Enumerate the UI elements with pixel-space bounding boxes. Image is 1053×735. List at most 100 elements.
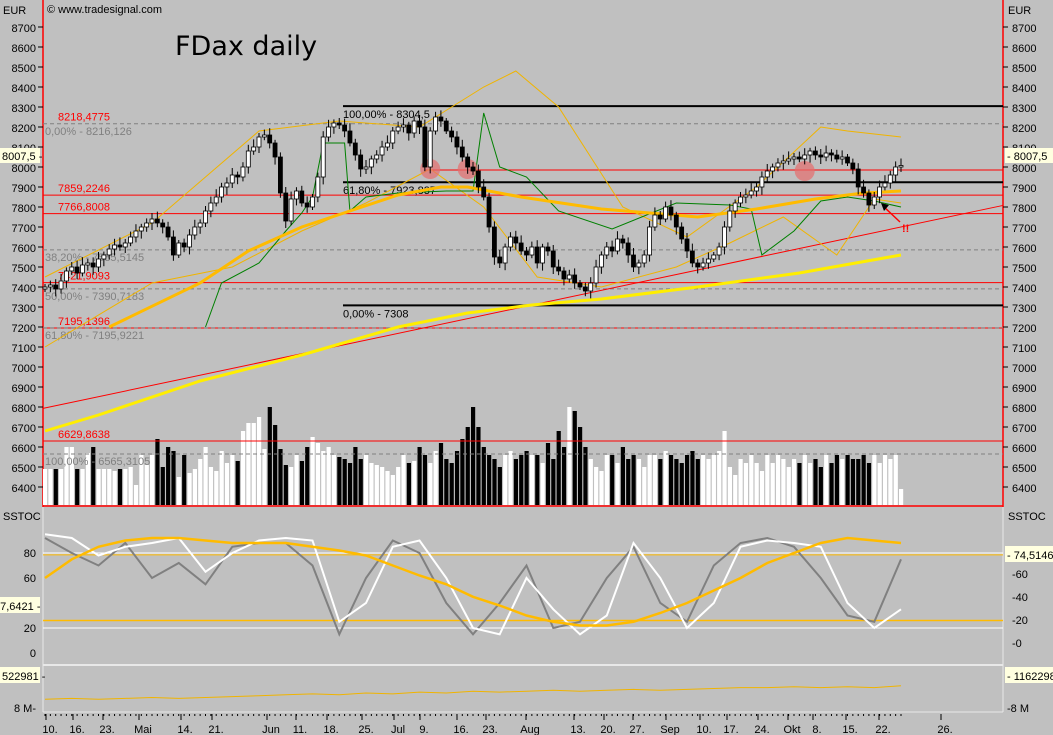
volume-bar: [679, 463, 684, 505]
volume-bar: [166, 447, 171, 505]
y-tick-label-right: 7600: [1012, 243, 1036, 255]
volume-bar: [182, 455, 187, 505]
x-tick-label: Jun: [262, 724, 280, 735]
volume-bar: [695, 459, 700, 505]
candle-body: [117, 244, 123, 248]
candle-body: [336, 122, 342, 126]
candle-body: [101, 254, 107, 260]
stoch-value-right: - 74,5146: [1007, 550, 1053, 562]
volume-bar: [59, 469, 64, 505]
annotation-text: !!: [902, 223, 909, 235]
y-tick-label-right: 8400: [1012, 83, 1036, 95]
candle-body: [791, 156, 797, 160]
bollinger-band: [44, 70, 902, 278]
candle-body: [235, 174, 241, 178]
candle-body: [641, 254, 647, 264]
candle-body: [181, 242, 187, 248]
candle-body: [887, 174, 893, 184]
x-tick-label: 22.: [875, 724, 890, 735]
candle-body: [411, 120, 417, 134]
y-tick-label-right: 7700: [1012, 223, 1036, 235]
volume-bar: [829, 463, 834, 505]
volume-bar: [861, 455, 866, 505]
candle-body: [352, 142, 358, 156]
y-tick-label-left: 7000: [12, 363, 36, 375]
x-tick-label: Mai: [134, 724, 152, 735]
candle-body: [855, 168, 861, 188]
volume-bar: [866, 463, 872, 505]
candle-body: [877, 186, 882, 198]
volume-bar: [524, 451, 529, 505]
last-value-box-left: [0, 148, 40, 163]
candle-body: [829, 152, 834, 156]
candle-body: [786, 158, 792, 162]
candle-body: [395, 126, 401, 132]
volume-bar: [417, 447, 422, 505]
volume-bar: [160, 467, 165, 505]
volume-bar: [610, 455, 615, 505]
y-tick-label-right: 6900: [1012, 383, 1036, 395]
stochastic-line: [44, 533, 902, 636]
last-value-box-right: [1005, 148, 1053, 163]
candle-body: [631, 254, 636, 268]
stoch-value-box-left: [0, 597, 40, 613]
candle-body: [454, 136, 460, 148]
candle-body: [556, 266, 561, 272]
fib-level-label: 0,00% - 7308: [343, 308, 408, 320]
volume-bar: [893, 455, 898, 505]
candle-body: [593, 266, 599, 284]
volume-bar: [428, 463, 433, 505]
candle-body: [219, 186, 224, 198]
volume-bar: [845, 455, 850, 505]
x-tick-label: 25.: [358, 724, 373, 735]
volume-bar: [246, 423, 251, 505]
fib-level-label: 0,00% - 8216,126: [45, 126, 132, 138]
candle-body: [213, 196, 219, 204]
volume-indicator-line: [44, 685, 902, 700]
candle-body: [486, 196, 492, 228]
volume-bar: [364, 455, 369, 505]
x-tick-label: 14.: [177, 724, 192, 735]
highlight-circle: [794, 161, 815, 181]
candle-body: [743, 194, 749, 198]
x-tick-label: 11.: [293, 724, 307, 735]
candle-body: [732, 202, 738, 212]
x-tick-label: 20.: [600, 724, 615, 735]
y-tick-label-right: 8500: [1012, 63, 1036, 75]
candle-body: [122, 242, 128, 248]
bottom-tick-right: -8 M: [1007, 703, 1029, 715]
y-tick-label-left: 7500: [12, 263, 36, 275]
y-tick-label-right: 8600: [1012, 43, 1036, 55]
y-tick-label-right: 7300: [1012, 303, 1036, 315]
candle-body: [834, 154, 840, 160]
y-tick-label-left: 8000: [12, 163, 36, 175]
volume-bar: [620, 447, 625, 505]
x-tick-label: 27.: [629, 724, 644, 735]
y-tick-label-right: 7200: [1012, 323, 1036, 335]
candle-body: [465, 156, 471, 168]
volume-bar: [519, 455, 524, 505]
candle-body: [154, 218, 160, 224]
volume-bar: [69, 447, 74, 505]
volume-bar: [53, 469, 58, 505]
y-tick-label-right: 8700: [1012, 23, 1036, 35]
y-tick-label-left: 6600: [12, 443, 36, 455]
volume-bar: [133, 485, 139, 505]
y-tick-label-right: 7800: [1012, 203, 1036, 215]
candle-body: [566, 274, 572, 280]
candle-body: [326, 126, 331, 138]
volume-bar: [262, 449, 267, 505]
volume-bar: [267, 407, 272, 505]
candle-body: [850, 162, 856, 170]
y-tick-label-right: 7100: [1012, 343, 1036, 355]
volume-bar: [347, 463, 353, 505]
volume-bar: [647, 455, 652, 505]
volume-bar: [198, 459, 203, 505]
y-tick-label-left: 7600: [12, 243, 36, 255]
volume-bar: [529, 455, 535, 505]
volume-bar: [150, 455, 155, 505]
candle-body: [203, 210, 208, 224]
volume-bar: [107, 469, 112, 505]
candle-body: [818, 154, 824, 158]
volume-bar: [171, 451, 176, 505]
